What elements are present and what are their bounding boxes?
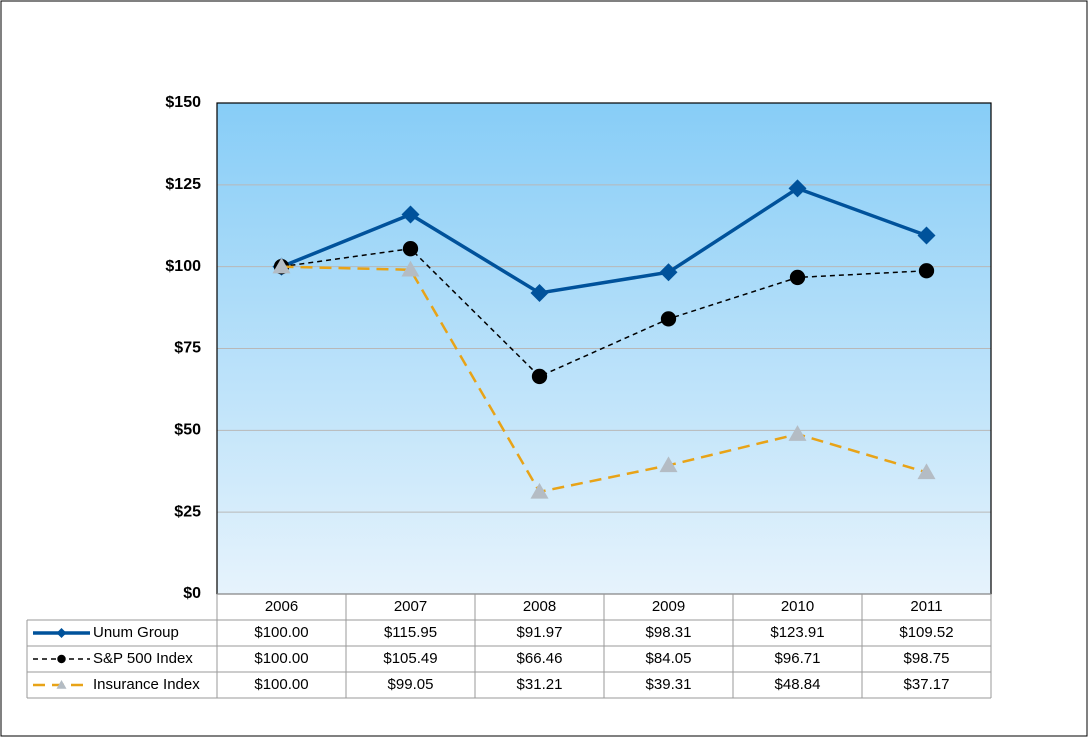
table-value: $105.49: [383, 650, 437, 667]
series-line: [281, 247, 927, 378]
x-tick-label: 2009: [652, 598, 685, 615]
marker: [659, 263, 678, 282]
table-value: $109.52: [899, 624, 953, 641]
legend-label: Unum Group: [93, 624, 179, 641]
marker: [917, 463, 936, 480]
y-tick-label: $150: [165, 94, 201, 111]
marker: [789, 269, 806, 286]
x-tick-label: 2010: [781, 598, 814, 615]
table-value: $96.71: [775, 650, 821, 667]
marker: [788, 179, 807, 198]
legend-label: S&P 500 Index: [93, 650, 193, 667]
x-tick-label: 2006: [265, 598, 298, 615]
marker: [272, 257, 291, 274]
table-value: $98.31: [646, 624, 692, 641]
marker: [402, 241, 419, 257]
marker: [530, 482, 549, 499]
table-value: $31.21: [517, 676, 563, 693]
table-value: $39.31: [646, 676, 692, 693]
y-tick-label: $75: [174, 340, 201, 357]
table-value: $98.75: [904, 650, 950, 667]
marker: [531, 368, 548, 385]
series-line: [280, 186, 928, 295]
marker: [659, 456, 678, 473]
marker: [401, 205, 420, 224]
table-value: $100.00: [254, 650, 308, 667]
table-value: $37.17: [904, 676, 950, 693]
marker: [917, 226, 936, 245]
table-value: $100.00: [254, 624, 308, 641]
table-value: $91.97: [517, 624, 563, 641]
x-tick-label: 2011: [910, 598, 942, 615]
table-value: $99.05: [388, 676, 434, 693]
table-value: $48.84: [775, 676, 821, 693]
table-value: $100.00: [254, 676, 308, 693]
marker: [918, 263, 935, 279]
y-tick-label: $25: [174, 503, 201, 520]
table-value: $123.91: [770, 624, 824, 641]
marker: [660, 311, 677, 327]
table-value: $115.95: [384, 624, 437, 641]
x-tick-label: 2008: [523, 598, 556, 615]
y-tick-label: $50: [174, 422, 201, 439]
legend-label: Insurance Index: [93, 676, 200, 693]
table-value: $84.05: [646, 650, 692, 667]
legend-marker: [56, 680, 67, 689]
y-tick-label: $100: [165, 258, 201, 275]
legend-marker: [57, 654, 66, 664]
y-tick-label: $0: [183, 585, 201, 602]
marker: [788, 425, 807, 441]
series-line: [281, 265, 927, 494]
marker: [401, 260, 420, 277]
table-value: $66.46: [517, 650, 563, 667]
y-tick-label: $125: [165, 176, 201, 193]
legend-marker: [56, 628, 67, 638]
x-tick-label: 2007: [394, 598, 427, 615]
marker: [530, 283, 549, 302]
